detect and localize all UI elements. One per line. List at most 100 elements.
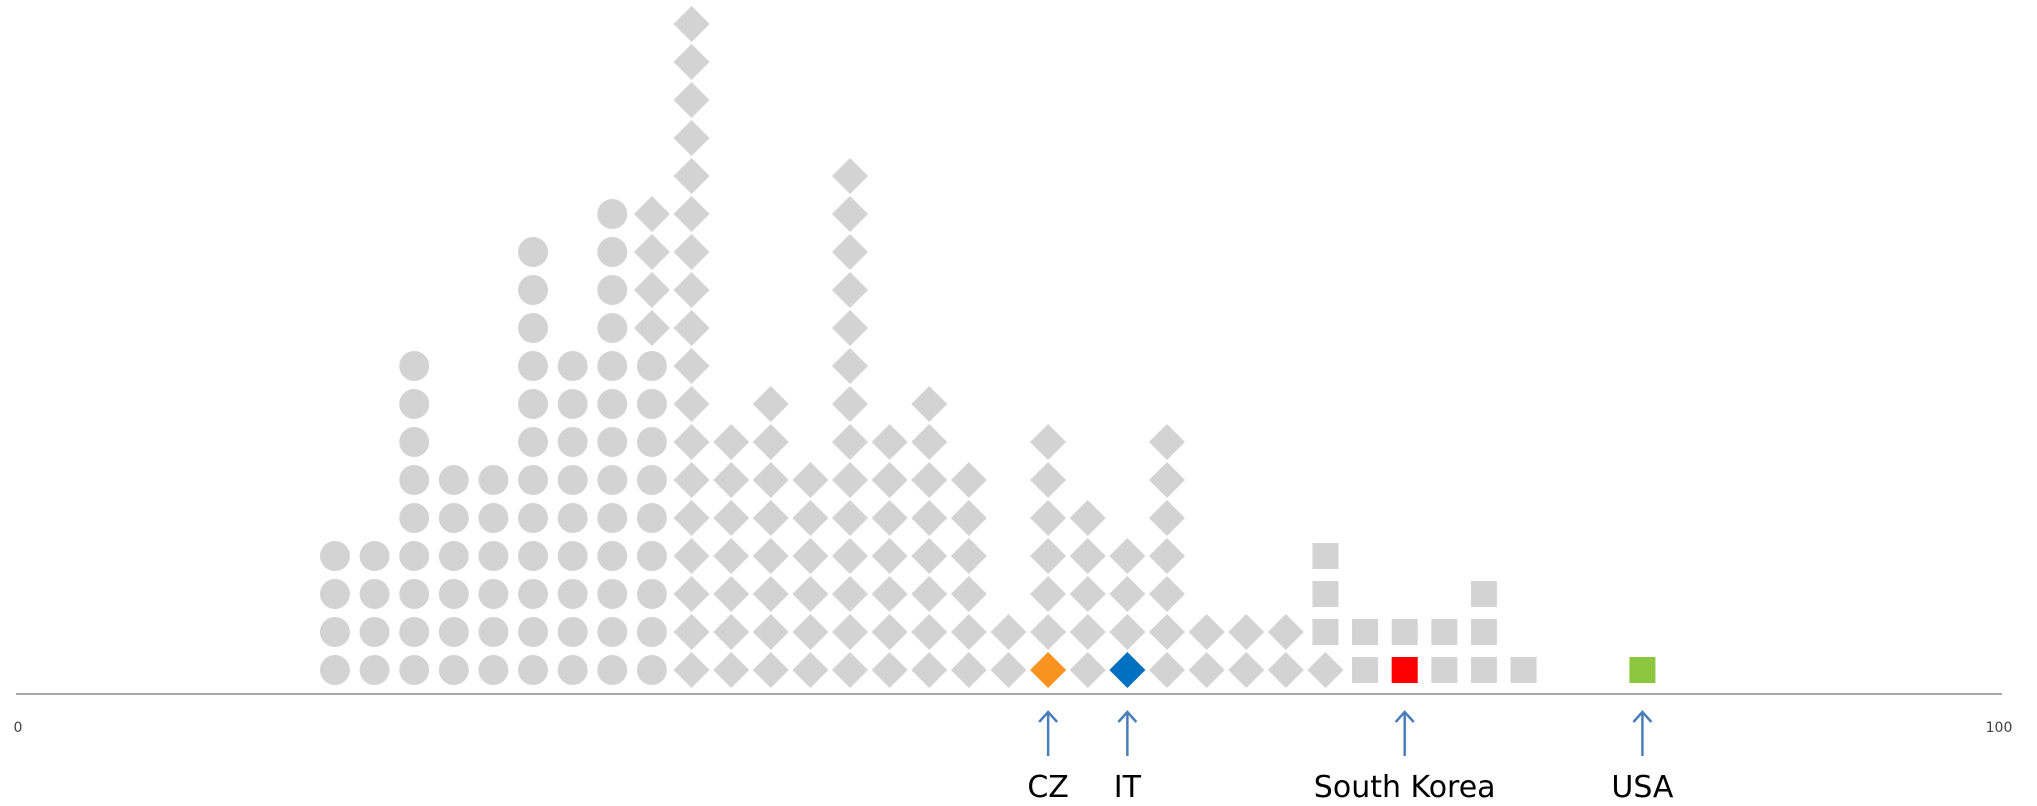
data-point-diamond [673,272,710,308]
data-point-diamond [752,576,789,612]
highlight-point [1629,657,1656,683]
data-point-circle [438,579,469,609]
data-point-diamond [832,348,869,384]
data-point-circle [636,541,667,571]
data-point-circle [597,199,628,229]
data-point-diamond [1188,614,1225,650]
data-point-circle [597,351,628,381]
data-point-circle [399,465,430,495]
data-point-square [1352,619,1379,645]
data-point-circle [359,541,390,571]
data-point-square [1470,619,1497,645]
data-point-diamond [792,614,829,650]
data-point-circle [636,503,667,533]
data-point-diamond [871,500,908,536]
data-point-square [1470,657,1497,683]
data-point-diamond [832,576,869,612]
data-point-diamond [1228,652,1265,688]
x-tick-label-min: 0 [14,720,23,736]
data-point-diamond [990,652,1027,688]
data-point-diamond [673,6,710,42]
data-point-diamond [1109,538,1146,574]
data-point-circle [319,541,350,571]
data-point-circle [597,313,628,343]
data-point-circle [636,655,667,685]
data-point-circle [478,579,509,609]
data-point-diamond [871,652,908,688]
data-point-diamond [832,500,869,536]
data-point-circle [557,427,588,457]
data-point-circle [557,351,588,381]
data-point-diamond [673,652,710,688]
data-point-diamond [832,538,869,574]
data-point-diamond [832,652,869,688]
data-point-diamond [752,538,789,574]
data-point-diamond [832,310,869,346]
data-point-square [1470,581,1497,607]
data-point-circle [636,389,667,419]
data-point-circle [557,465,588,495]
data-point-diamond [832,462,869,498]
data-point-diamond [673,120,710,156]
data-point-diamond [1307,652,1344,688]
data-point-circle [597,427,628,457]
data-point-diamond [752,386,789,422]
data-point-diamond [832,386,869,422]
data-point-diamond [950,652,987,688]
highlight-point [1391,657,1418,683]
data-point-circle [518,313,549,343]
data-point-diamond [713,424,750,460]
data-point-diamond [633,234,670,270]
data-point-diamond [1148,652,1185,688]
data-point-diamond [832,614,869,650]
data-point-diamond [673,158,710,194]
data-point-diamond [792,538,829,574]
data-point-circle [399,655,430,685]
data-point-circle [359,579,390,609]
data-point-circle [399,427,430,457]
annotation-label: South Korea [1314,770,1496,805]
data-point-square [1312,543,1339,569]
data-point-diamond [1069,500,1106,536]
data-point-circle [597,617,628,647]
data-point-diamond [871,538,908,574]
data-point-diamond [950,576,987,612]
data-point-diamond [911,386,948,422]
data-point-diamond [1148,576,1185,612]
data-point-diamond [911,462,948,498]
data-point-diamond [832,234,869,270]
data-point-diamond [1148,500,1185,536]
data-point-square [1312,581,1339,607]
data-point-diamond [911,500,948,536]
data-point-diamond [792,576,829,612]
data-point-circle [399,617,430,647]
data-point-square [1431,619,1458,645]
data-point-circle [319,655,350,685]
data-point-diamond [633,272,670,308]
data-point-circle [636,351,667,381]
data-point-circle [557,389,588,419]
data-point-diamond [752,500,789,536]
data-point-diamond [990,614,1027,650]
data-point-circle [518,237,549,267]
data-point-diamond [1069,576,1106,612]
data-point-diamond [871,424,908,460]
data-point-diamond [633,310,670,346]
data-point-diamond [832,196,869,232]
data-point-diamond [832,424,869,460]
data-point-circle [518,427,549,457]
data-point-diamond [673,196,710,232]
data-point-circle [636,579,667,609]
data-point-circle [319,617,350,647]
data-point-diamond [752,462,789,498]
data-point-circle [438,617,469,647]
data-point-diamond [950,614,987,650]
annotation-arrow [1394,710,1415,756]
data-point-square [1431,657,1458,683]
data-point-diamond [1267,652,1304,688]
data-point-diamond [950,538,987,574]
data-point-square [1352,657,1379,683]
data-point-circle [399,541,430,571]
data-point-diamond [1030,462,1067,498]
data-point-circle [518,389,549,419]
